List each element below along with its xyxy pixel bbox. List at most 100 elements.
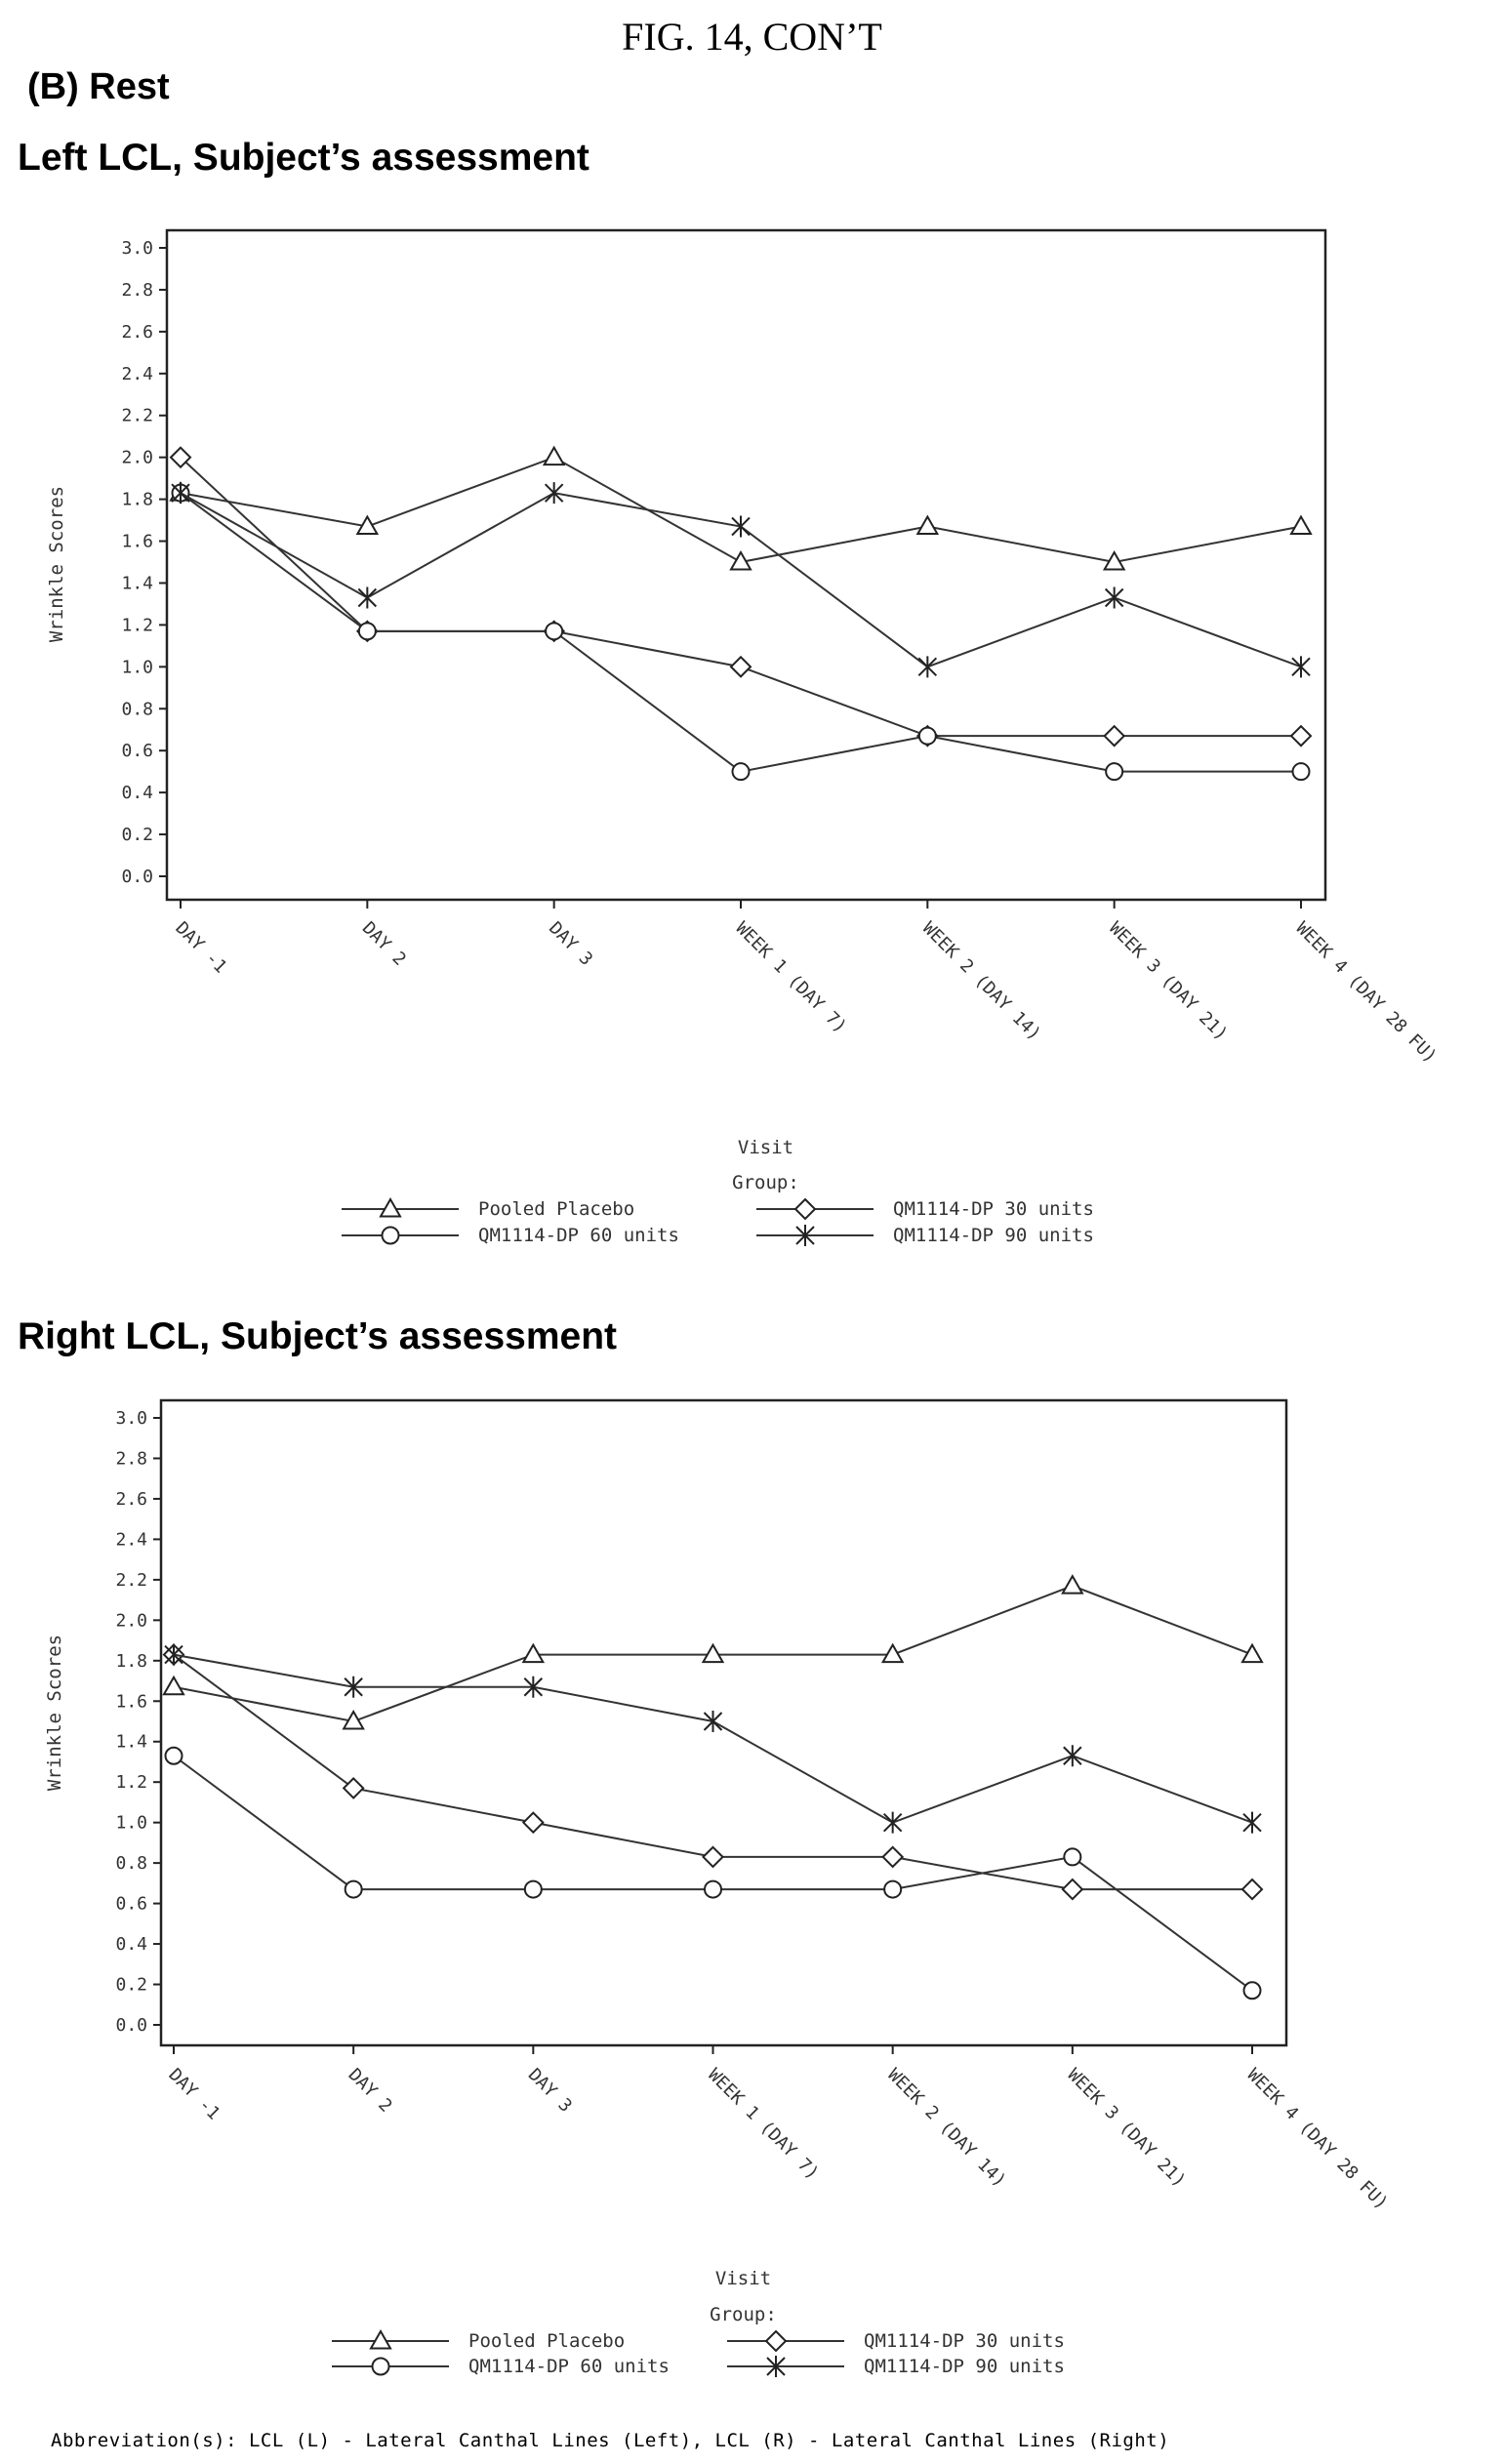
x-tick-label: WEEK 3 (DAY 21)	[1105, 918, 1232, 1045]
y-tick-label: 2.8	[121, 280, 153, 301]
y-tick-label: 2.2	[121, 406, 153, 426]
x-tick-label: WEEK 4 (DAY 28 FU)	[1242, 2065, 1392, 2214]
x-tick-label: DAY -1	[164, 2065, 224, 2124]
abbreviation-note: Abbreviation(s): LCL (L) - Lateral Canth…	[51, 2430, 1170, 2451]
y-tick-label: 0.8	[115, 1853, 147, 1874]
data-point	[162, 1675, 185, 1696]
y-tick-label: 0.6	[121, 741, 153, 761]
data-point	[1289, 724, 1313, 747]
legend-title: Group:	[732, 1172, 799, 1193]
data-point	[704, 1879, 722, 1899]
y-tick-label: 3.0	[115, 1408, 147, 1429]
y-tick-label: 1.2	[115, 1772, 147, 1793]
legend-label: Pooled Placebo	[468, 2330, 625, 2352]
data-point	[1240, 1878, 1264, 1901]
right-chart-title: Right LCL, Subject’s assessment	[18, 1315, 618, 1357]
x-tick-label: WEEK 1 (DAY 7)	[731, 918, 850, 1037]
data-point	[171, 482, 190, 505]
series-diamond	[169, 446, 1313, 747]
legend-label: QM1114-DP 90 units	[864, 2356, 1065, 2377]
legend-label: QM1114-DP 30 units	[893, 1198, 1094, 1220]
legend-label: QM1114-DP 30 units	[864, 2330, 1065, 2352]
data-point	[1061, 1574, 1084, 1595]
y-tick-label: 1.8	[115, 1651, 147, 1672]
data-point	[1061, 1878, 1084, 1901]
legend-title: Group:	[710, 2304, 777, 2325]
data-point	[342, 1709, 365, 1730]
y-tick-label: 0.4	[115, 1934, 147, 1955]
x-tick-label: DAY 3	[545, 918, 596, 970]
data-point	[1063, 1745, 1082, 1767]
y-tick-label: 2.4	[121, 364, 153, 384]
y-tick-label: 1.6	[121, 532, 153, 552]
legend-marker	[379, 1196, 402, 1218]
series-circle	[164, 1746, 1262, 2000]
series-star	[164, 1643, 1262, 1834]
y-axis-label: Wrinkle Scores	[44, 1635, 65, 1791]
data-point	[357, 622, 377, 641]
data-point	[883, 1879, 903, 1899]
data-point	[880, 1642, 905, 1664]
data-point	[164, 1643, 183, 1666]
data-point	[1105, 762, 1124, 782]
legend-marker	[369, 2328, 392, 2350]
series-line	[173, 1653, 1253, 1824]
x-tick-label: DAY 2	[345, 2065, 396, 2117]
y-tick-label: 0.2	[115, 1975, 147, 1996]
x-tick-label: DAY 3	[524, 2065, 576, 2117]
figure-title: FIG. 14, CON’T	[622, 15, 882, 59]
right-lcl-chart: 0.0 0.2 0.4 0.6 0.8 1.0 1.2 1.4 1.6 1.8 2.0 2.2 2.4 2…	[44, 1398, 1392, 2377]
data-point	[521, 1811, 545, 1835]
y-tick-label: 0.6	[115, 1894, 147, 1915]
data-point	[1103, 724, 1126, 747]
data-point	[344, 1676, 363, 1698]
data-point	[169, 446, 192, 469]
y-tick-label: 0.4	[121, 783, 153, 803]
y-axis-label: Wrinkle Scores	[46, 486, 67, 642]
data-point	[701, 1642, 725, 1664]
y-tick-label: 1.4	[115, 1732, 147, 1753]
data-point	[702, 1845, 724, 1869]
y-tick-label: 1.8	[121, 490, 153, 510]
x-axis-label: Visit	[738, 1137, 793, 1158]
y-tick-label: 2.6	[121, 322, 153, 343]
y-tick-label: 1.0	[121, 657, 153, 677]
plot-frame	[165, 228, 1327, 902]
data-point	[731, 515, 751, 538]
legend-marker	[793, 1197, 817, 1221]
legend-marker	[795, 1225, 815, 1246]
y-tick-label: 1.0	[115, 1813, 147, 1834]
x-tick-label: DAY 2	[358, 918, 410, 970]
data-point	[355, 514, 380, 536]
series-triangle	[169, 445, 1313, 571]
left-lcl-chart: 0.0 0.2 0.4 0.6 0.8 1.0 1.2 1.4 1.6 1.8 2.0 2.2 2.4 2…	[46, 228, 1441, 1246]
data-point	[1291, 656, 1311, 678]
data-point	[729, 549, 752, 571]
data-point	[917, 726, 937, 746]
data-point	[1104, 586, 1124, 609]
series-line	[180, 456, 1301, 738]
data-point	[1102, 549, 1126, 571]
data-point	[1063, 1847, 1082, 1867]
data-point	[915, 514, 940, 536]
data-point	[521, 1642, 546, 1664]
data-point	[703, 1711, 723, 1732]
legend-marker	[381, 1226, 400, 1245]
section-title: (B) Rest	[27, 66, 170, 107]
legend: Group: Pooled Placebo QM1114-DP 30 units QM…	[332, 2304, 1065, 2377]
series-line	[180, 456, 1302, 564]
legend-label: QM1114-DP 90 units	[893, 1225, 1094, 1246]
data-point	[731, 762, 751, 782]
plot-frame	[159, 1398, 1288, 2047]
legend-label: QM1114-DP 60 units	[468, 2356, 670, 2377]
x-tick-label: WEEK 4 (DAY 28 FU)	[1291, 918, 1441, 1068]
y-tick-label: 2.4	[115, 1529, 147, 1550]
data-point	[1242, 1811, 1262, 1834]
legend-label: QM1114-DP 60 units	[478, 1225, 679, 1246]
y-tick-label: 0.0	[115, 2015, 147, 2036]
x-tick-label: WEEK 3 (DAY 21)	[1063, 2065, 1190, 2192]
y-tick-label: 1.6	[115, 1691, 147, 1712]
data-point	[1289, 514, 1313, 536]
left-chart-title: Left LCL, Subject’s assessment	[18, 137, 589, 179]
data-point	[342, 1777, 365, 1799]
